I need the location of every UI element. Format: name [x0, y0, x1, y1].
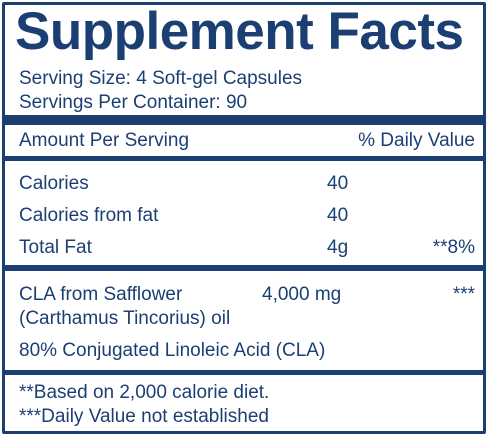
footnote: **Based on 2,000 calorie diet. [19, 382, 270, 403]
servings-per-container: Servings Per Container: 90 [19, 92, 248, 113]
ingredient-name-line1: CLA from Safflower [19, 284, 183, 305]
supplement-facts-panel [2, 2, 486, 434]
nutrient-row-name: Calories [19, 173, 89, 194]
nutrient-row-name: Total Fat [19, 237, 92, 258]
ingredient-name-line2: (Carthamus Tincorius) oil [19, 308, 231, 329]
nutrient-row-name: Calories from fat [19, 205, 159, 226]
medium-divider [2, 156, 486, 161]
ingredient-detail: 80% Conjugated Linoleic Acid (CLA) [19, 340, 326, 361]
label-title: Supplement Facts [15, 2, 464, 61]
nutrient-row-amount: 40 [327, 205, 349, 226]
footnote: ***Daily Value not established [19, 406, 269, 427]
amount-per-serving-header: Amount Per Serving [19, 130, 190, 151]
nutrient-row-amount: 4g [327, 237, 349, 258]
daily-value-header: % Daily Value [358, 130, 475, 151]
nutrient-row-dv: **8% [432, 237, 475, 258]
footnote-divider [2, 370, 486, 375]
thick-divider [2, 115, 486, 125]
ingredient-divider [2, 265, 486, 271]
serving-size: Serving Size: 4 Soft-gel Capsules [19, 68, 303, 89]
ingredient-amount: 4,000 mg [262, 284, 342, 305]
nutrient-row-amount: 40 [327, 173, 349, 194]
ingredient-dv: *** [452, 284, 475, 305]
